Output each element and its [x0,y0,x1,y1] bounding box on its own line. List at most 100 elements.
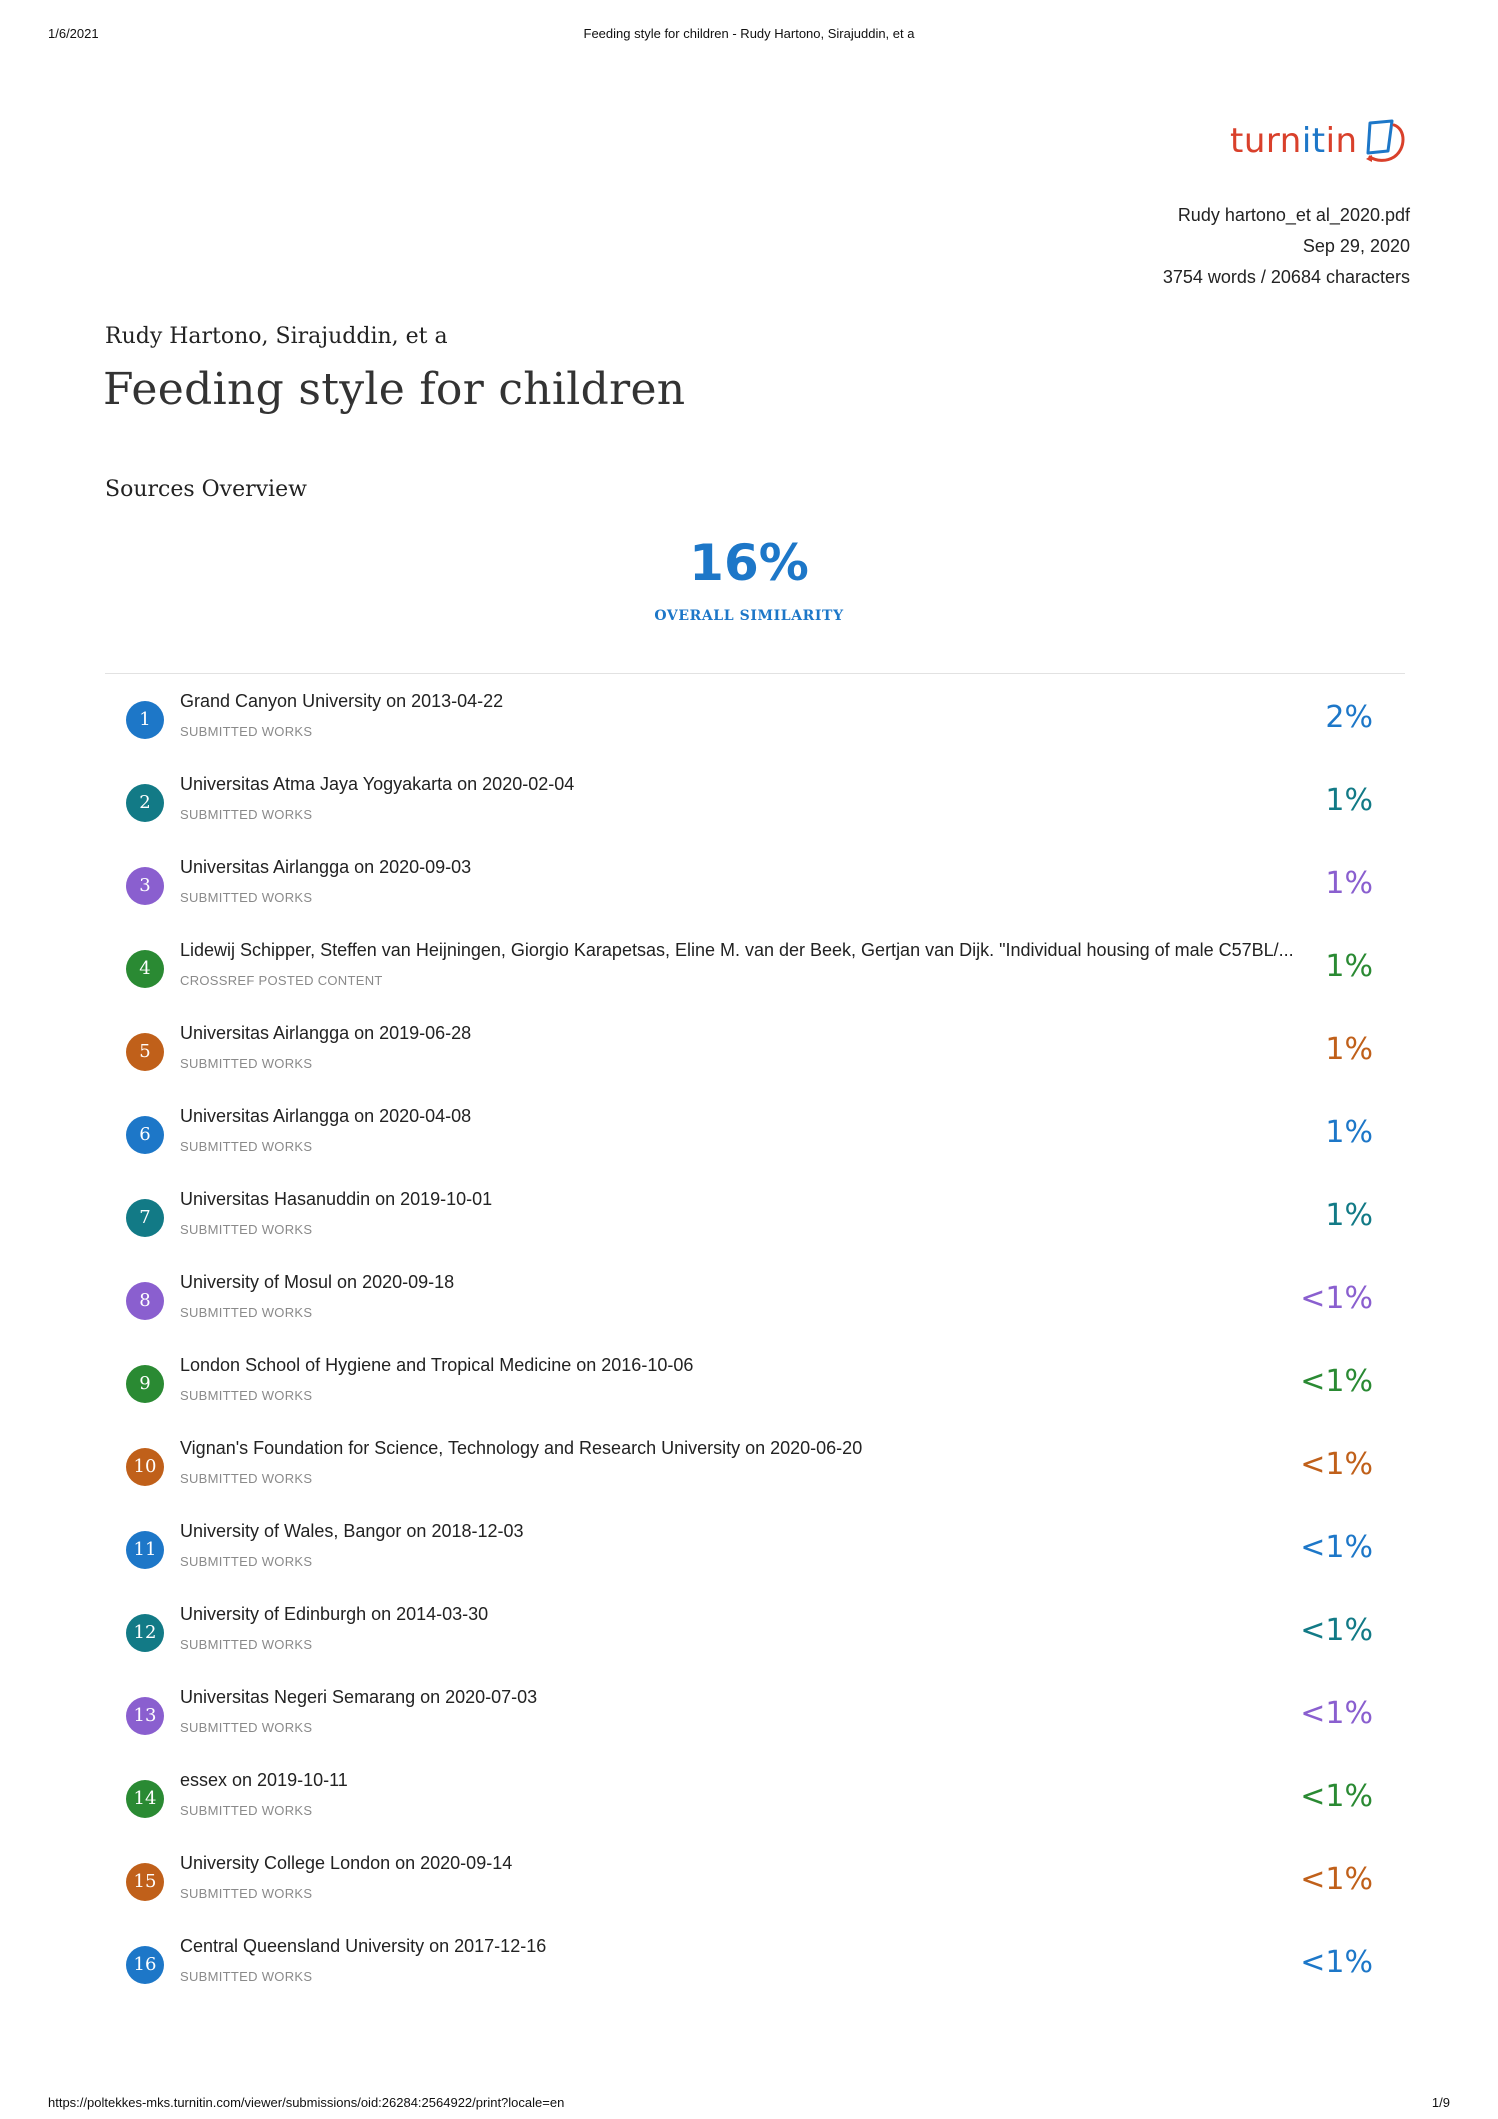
source-type: SUBMITTED WORKS [180,1554,313,1569]
logo-wordmark: turnitin [1230,121,1358,161]
source-name[interactable]: University of Wales, Bangor on 2018-12-0… [180,1521,524,1541]
source-type: SUBMITTED WORKS [180,890,313,905]
source-percent: 1% [1325,866,1373,901]
source-percent: 2% [1325,700,1373,735]
source-type: SUBMITTED WORKS [180,1056,313,1071]
print-footer-page: 1/9 [1431,2095,1450,2110]
source-percent: 1% [1325,783,1373,818]
source-type: SUBMITTED WORKS [180,1969,313,1984]
source-item[interactable]: 3 Universitas Airlangga on 2020-09-03 SUBM… [0,854,1498,937]
source-name[interactable]: University of Mosul on 2020-09-18 [180,1272,455,1292]
source-number-badge: 12 [126,1614,164,1652]
turnitin-logo[interactable]: turnitin [1230,115,1410,175]
source-item[interactable]: 1 Grand Canyon University on 2013-04-22 SU… [0,688,1498,771]
print-header-title: Feeding style for children - Rudy Harton… [583,26,915,41]
page-title: Feeding style for children [103,364,686,415]
sources-overview-heading: Sources Overview [105,477,307,502]
document-meta: Rudy hartono_et al_2020.pdf Sep 29, 2020… [1163,200,1410,293]
source-percent: <1% [1300,1530,1373,1565]
word-char-count: 3754 words / 20684 characters [1162,267,1410,287]
source-number-badge: 15 [126,1863,164,1901]
source-item[interactable]: 7 Universitas Hasanuddin on 2019-10-01 SUB… [0,1186,1498,1269]
source-percent: <1% [1300,1447,1373,1482]
source-number-badge: 2 [126,784,164,822]
submission-date: Sep 29, 2020 [1302,236,1410,256]
source-name[interactable]: Universitas Atma Jaya Yogyakarta on 2020… [180,774,575,794]
source-item[interactable]: 16 Central Queensland University on 2017-… [0,1933,1498,2016]
source-number-badge: 8 [126,1282,164,1320]
source-number-badge: 16 [126,1946,164,1984]
source-type: CROSSREF POSTED CONTENT [180,973,383,988]
source-percent: 1% [1325,949,1373,984]
source-type: SUBMITTED WORKS [180,1637,313,1652]
source-item[interactable]: 6 Universitas Airlangga on 2020-04-08 SUBM… [0,1103,1498,1186]
source-name[interactable]: essex on 2019-10-11 [180,1770,348,1790]
source-name[interactable]: Vignan's Foundation for Science, Technol… [180,1438,863,1458]
source-item[interactable]: 11 University of Wales, Bangor on 2018-12… [0,1518,1498,1601]
source-name[interactable]: University of Edinburgh on 2014-03-30 [180,1604,489,1624]
source-type: SUBMITTED WORKS [180,1886,313,1901]
source-number-badge: 4 [126,950,164,988]
source-item[interactable]: 14 essex on 2019-10-11 SUBMITTED WORKS <1% [0,1767,1498,1850]
source-number-badge: 1 [126,701,164,739]
source-percent: <1% [1300,1364,1373,1399]
author-line: Rudy Hartono, Sirajuddin, et a [105,324,448,349]
source-name[interactable]: Lidewij Schipper, Steffen van Heijningen… [180,940,1294,960]
print-header-date: 1/6/2021 [48,26,99,41]
source-number-badge: 6 [126,1116,164,1154]
source-name[interactable]: Universitas Airlangga on 2019-06-28 [180,1023,472,1043]
turnitin-logo-icon [1366,119,1405,162]
source-type: SUBMITTED WORKS [180,1305,313,1320]
overall-similarity-percent: 16% [689,534,809,592]
divider [105,673,1405,674]
source-type: SUBMITTED WORKS [180,724,313,739]
source-percent: <1% [1300,1862,1373,1897]
source-number-badge: 7 [126,1199,164,1237]
source-type: SUBMITTED WORKS [180,807,313,822]
source-name[interactable]: Universitas Airlangga on 2020-09-03 [180,857,472,877]
source-number-badge: 13 [126,1697,164,1735]
source-percent: <1% [1300,1613,1373,1648]
source-item[interactable]: 15 University College London on 2020-09-1… [0,1850,1498,1933]
source-percent: 1% [1325,1198,1373,1233]
overall-similarity: 16% OVERALL SIMILARITY [0,530,1498,624]
print-footer-url: https://poltekkes-mks.turnitin.com/viewe… [48,2095,565,2110]
source-number-badge: 5 [126,1033,164,1071]
source-percent: <1% [1300,1779,1373,1814]
source-item[interactable]: 8 University of Mosul on 2020-09-18 SUBMIT… [0,1269,1498,1352]
source-item[interactable]: 2 Universitas Atma Jaya Yogyakarta on 202… [0,771,1498,854]
source-type: SUBMITTED WORKS [180,1139,313,1154]
sources-list: 1 Grand Canyon University on 2013-04-22 SU… [0,688,1498,2016]
print-header: Feeding style for children - Rudy Harton… [0,26,1498,46]
source-type: SUBMITTED WORKS [180,1388,313,1403]
source-number-badge: 10 [126,1448,164,1486]
source-number-badge: 11 [126,1531,164,1569]
source-name[interactable]: Central Queensland University on 2017-12… [180,1936,547,1956]
source-number-badge: 3 [126,867,164,905]
source-item[interactable]: 9 London School of Hygiene and Tropical M… [0,1352,1498,1435]
source-percent: <1% [1300,1696,1373,1731]
source-percent: 1% [1325,1115,1373,1150]
source-percent: 1% [1325,1032,1373,1067]
file-name: Rudy hartono_et al_2020.pdf [1177,205,1410,225]
source-number-badge: 9 [126,1365,164,1403]
source-type: SUBMITTED WORKS [180,1222,313,1237]
source-name[interactable]: University College London on 2020-09-14 [180,1853,513,1873]
source-item[interactable]: 4 Lidewij Schipper, Steffen van Heijninge… [0,937,1498,1020]
source-item[interactable]: 12 University of Edinburgh on 2014-03-30 S… [0,1601,1498,1684]
source-name[interactable]: Grand Canyon University on 2013-04-22 [180,691,504,711]
overall-similarity-label: OVERALL SIMILARITY [654,608,844,624]
print-footer: https://poltekkes-mks.turnitin.com/viewe… [0,2095,1498,2115]
source-type: SUBMITTED WORKS [180,1803,313,1818]
source-type: SUBMITTED WORKS [180,1471,313,1486]
source-item[interactable]: 13 Universitas Negeri Semarang on 2020-07… [0,1684,1498,1767]
source-name[interactable]: Universitas Airlangga on 2020-04-08 [180,1106,472,1126]
source-type: SUBMITTED WORKS [180,1720,313,1735]
source-number-badge: 14 [126,1780,164,1818]
source-item[interactable]: 10 Vignan's Foundation for Science, Techn… [0,1435,1498,1518]
source-item[interactable]: 5 Universitas Airlangga on 2019-06-28 SUBM… [0,1020,1498,1103]
source-name[interactable]: London School of Hygiene and Tropical Me… [180,1355,694,1375]
source-name[interactable]: Universitas Hasanuddin on 2019-10-01 [180,1189,493,1209]
source-name[interactable]: Universitas Negeri Semarang on 2020-07-0… [180,1687,538,1707]
source-percent: <1% [1300,1281,1373,1316]
